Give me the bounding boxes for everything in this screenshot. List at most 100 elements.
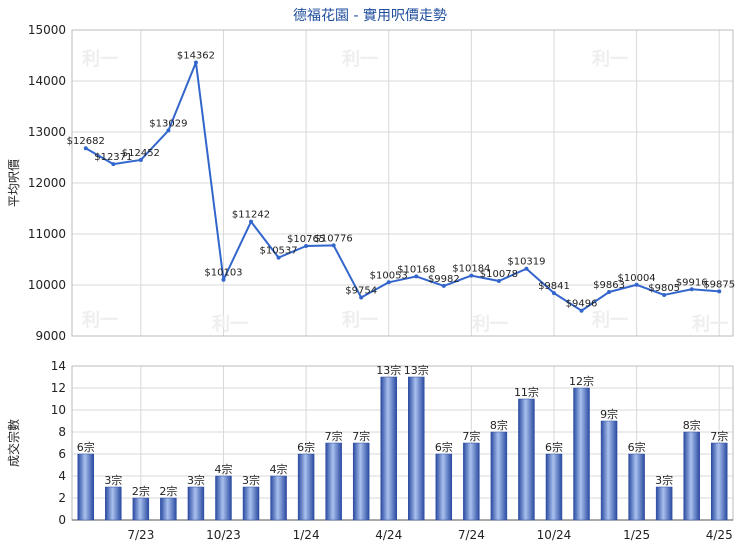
- bar-label: 6宗: [297, 440, 315, 454]
- bar-label: 2宗: [159, 484, 177, 498]
- point-label: $10103: [204, 268, 242, 279]
- point-label: $13029: [149, 119, 187, 130]
- watermark: 利一: [342, 48, 378, 70]
- bar: [187, 486, 205, 521]
- point-label: $12682: [67, 136, 105, 147]
- x-tick-label: 10/24: [537, 528, 572, 542]
- line-point: [689, 287, 694, 292]
- bar: [655, 486, 673, 521]
- bar-label: 4宗: [214, 462, 232, 476]
- bar-label: 8宗: [490, 418, 508, 432]
- y-tick-label-bottom: 12: [51, 381, 66, 395]
- bar-label: 11宗: [514, 385, 539, 399]
- y-tick-label-bottom: 14: [51, 359, 66, 373]
- y-tick-label-top: 11000: [28, 227, 66, 241]
- bar-label: 6宗: [545, 440, 563, 454]
- watermark: 利一: [592, 48, 628, 70]
- point-label: $9916: [676, 277, 708, 288]
- bar: [600, 420, 618, 521]
- line-point: [249, 219, 254, 224]
- line-point: [138, 157, 143, 162]
- y-tick-label-top: 9000: [35, 329, 66, 343]
- point-label: $9863: [593, 280, 625, 291]
- bar: [408, 376, 425, 521]
- x-tick-label: 1/24: [293, 528, 320, 542]
- bar: [160, 497, 177, 521]
- point-label: $9841: [538, 281, 570, 292]
- x-tick-label: 7/24: [458, 528, 485, 542]
- bar-label: 6宗: [628, 440, 646, 454]
- line-point: [524, 266, 529, 271]
- point-label: $10184: [452, 264, 490, 275]
- y-tick-label-top: 15000: [28, 23, 66, 37]
- point-label: $9805: [648, 283, 680, 294]
- bar-label: 4宗: [270, 462, 288, 476]
- y-tick-label-top: 10000: [28, 278, 66, 292]
- bar: [325, 442, 342, 521]
- line-point: [304, 243, 309, 248]
- bar: [490, 431, 508, 521]
- y-tick-label-top: 13000: [28, 125, 66, 139]
- point-label: $9496: [566, 299, 598, 310]
- y-tick-label-bottom: 2: [58, 491, 66, 505]
- line-point: [607, 289, 612, 294]
- line-point: [414, 274, 419, 279]
- point-label: $11242: [232, 210, 270, 221]
- point-label: $12452: [122, 148, 160, 159]
- watermark: 利一: [592, 309, 628, 331]
- line-point: [276, 255, 281, 260]
- bar-label: 8宗: [683, 418, 701, 432]
- x-tick-label: 10/23: [206, 528, 241, 542]
- y-tick-label-bottom: 8: [58, 425, 66, 439]
- point-label: $9875: [703, 279, 735, 290]
- line-point: [386, 280, 391, 285]
- y-axis-title-bottom: 成交宗數: [6, 419, 21, 467]
- line-point: [662, 292, 667, 297]
- bar-label: 7宗: [710, 429, 728, 443]
- bar: [380, 376, 397, 521]
- bar: [435, 453, 453, 521]
- watermark: 利一: [342, 309, 378, 331]
- bar-label: 6宗: [77, 440, 95, 454]
- line-point: [166, 128, 171, 133]
- bar-label: 3宗: [104, 473, 122, 487]
- line-point: [359, 295, 364, 300]
- y-tick-label-bottom: 4: [58, 469, 66, 483]
- point-label: $14362: [177, 51, 215, 62]
- watermark: 利一: [212, 313, 248, 335]
- bar-label: 6宗: [435, 440, 453, 454]
- bar: [352, 442, 370, 521]
- line-point: [331, 243, 336, 248]
- bar: [77, 453, 95, 521]
- bar-label: 9宗: [600, 407, 618, 421]
- line-point: [634, 282, 639, 287]
- line-point: [551, 291, 556, 296]
- price-line: [85, 61, 720, 312]
- bar-label: 7宗: [352, 429, 370, 443]
- watermark: 利一: [472, 313, 508, 335]
- y-axis-title-top: 平均呎價: [7, 159, 21, 207]
- bar-label: 3宗: [655, 473, 673, 487]
- y-tick-label-bottom: 10: [51, 403, 66, 417]
- line-point: [221, 277, 226, 282]
- bar: [105, 486, 122, 521]
- line-point: [441, 283, 446, 288]
- bar: [215, 475, 232, 521]
- x-tick-label: 7/23: [127, 528, 154, 542]
- bar: [297, 453, 315, 521]
- line-layer: [83, 60, 722, 313]
- watermark: 利一: [82, 48, 118, 70]
- line-point: [469, 273, 474, 278]
- point-label: $10319: [507, 257, 545, 268]
- x-tick-label: 4/24: [375, 528, 402, 542]
- line-point: [83, 146, 88, 151]
- y-tick-label-top: 14000: [28, 74, 66, 88]
- y-tick-label-bottom: 6: [58, 447, 66, 461]
- bar-label: 7宗: [325, 429, 343, 443]
- point-label: $10078: [480, 269, 518, 280]
- plot-frame-top: [71, 29, 734, 337]
- point-label: $12371: [94, 152, 132, 163]
- bar-label: 12宗: [569, 374, 594, 388]
